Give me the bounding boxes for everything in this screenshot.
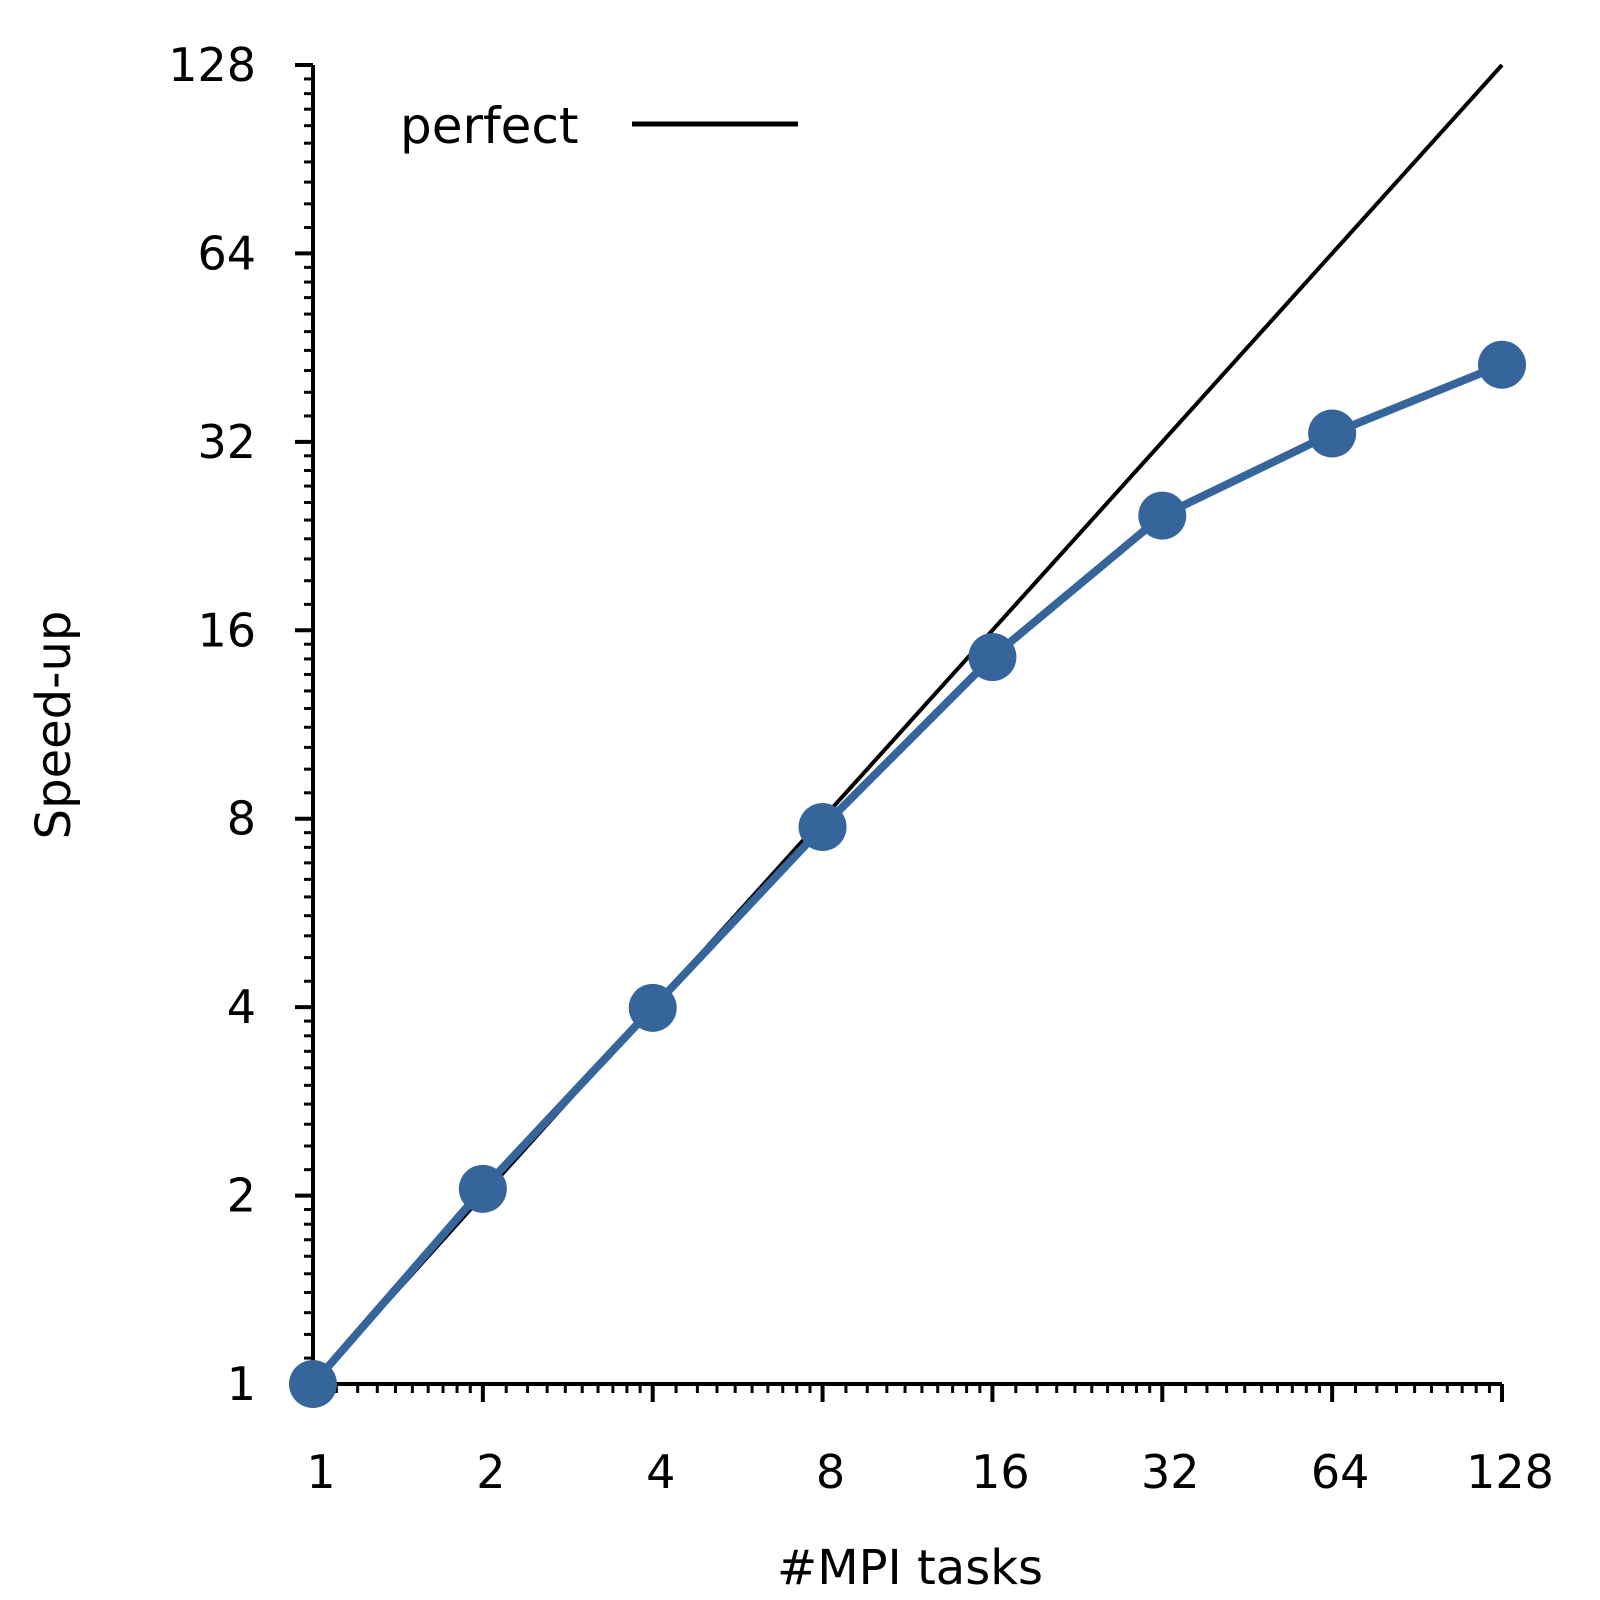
speedup-data-point <box>628 983 677 1032</box>
y-tick-label: 128 <box>168 38 256 92</box>
speedup-data-point <box>798 802 847 851</box>
speedup-data-point <box>968 633 1017 682</box>
x-tick-label: 4 <box>646 1445 675 1499</box>
y-tick-label: 64 <box>197 226 256 280</box>
legend: perfect <box>400 97 798 155</box>
y-tick-label: 16 <box>197 603 256 657</box>
markers-layer <box>289 340 1526 1408</box>
y-tick-label: 32 <box>197 415 256 469</box>
major-ticks <box>295 63 1504 1402</box>
speedup-data-point <box>289 1360 337 1408</box>
y-tick-label: 1 <box>227 1357 256 1411</box>
x-tick-label: 128 <box>1466 1445 1554 1499</box>
tick-labels: 1 2 4 8 16 32 64 128 1 2 4 8 16 32 64 128 <box>168 38 1554 1499</box>
x-tick-label: 1 <box>306 1445 335 1499</box>
x-axis-title: #MPI tasks <box>777 1540 1043 1596</box>
x-tick-label: 16 <box>971 1445 1030 1499</box>
y-tick-label: 4 <box>227 980 256 1034</box>
series-layer <box>309 63 1504 1387</box>
y-axis-title: Speed-up <box>26 611 82 840</box>
y-tick-label: 2 <box>227 1169 256 1223</box>
x-tick-label: 8 <box>816 1445 845 1499</box>
legend-label-perfect: perfect <box>400 97 579 155</box>
x-tick-label: 64 <box>1311 1445 1370 1499</box>
x-tick-label: 2 <box>476 1445 505 1499</box>
x-tick-label: 32 <box>1141 1445 1200 1499</box>
speedup-data-point <box>1308 409 1357 458</box>
y-tick-label: 8 <box>227 792 256 846</box>
speedup-data-point <box>1478 340 1526 389</box>
speedup-series-line <box>309 360 1504 1387</box>
speedup-data-point <box>458 1164 507 1213</box>
speedup-data-point <box>1138 491 1187 540</box>
